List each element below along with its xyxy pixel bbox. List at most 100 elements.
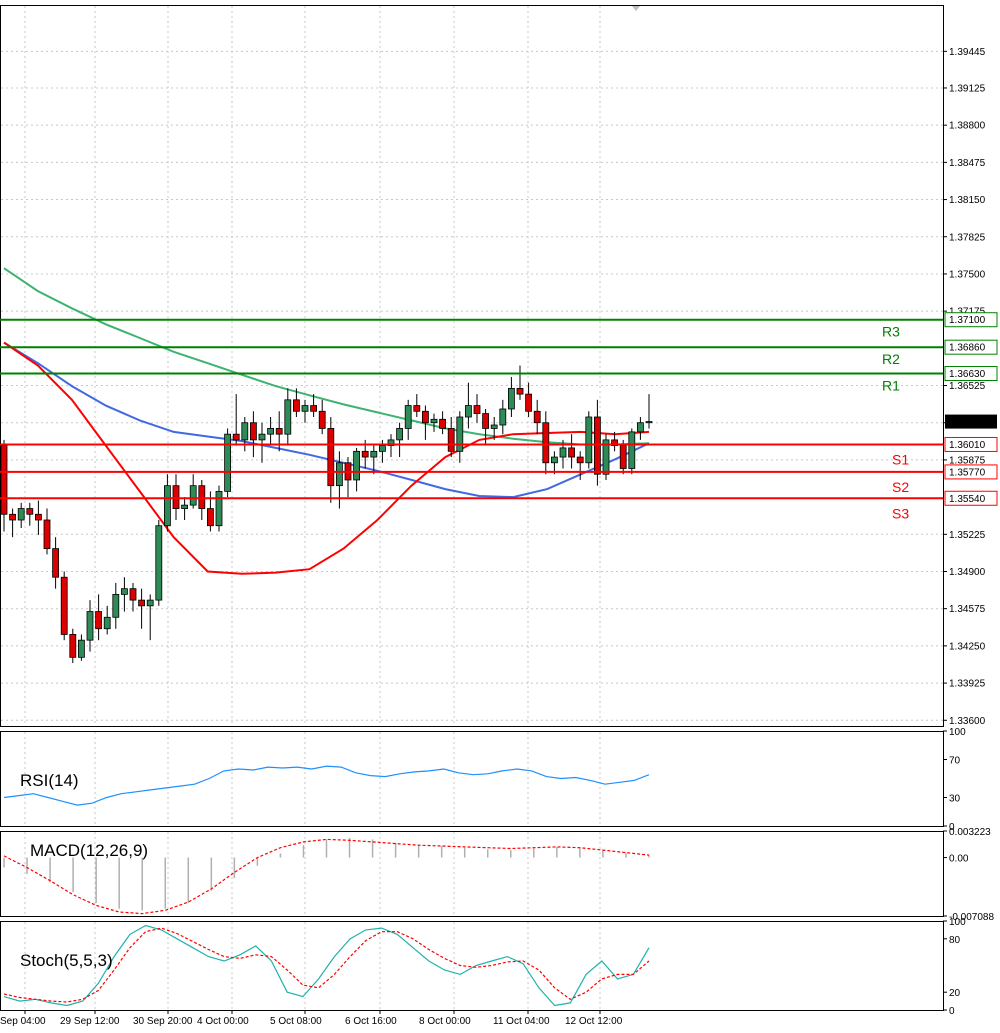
- candle-body-35: [301, 405, 309, 412]
- candle-body-46: [396, 428, 404, 441]
- candle-body-23: [198, 485, 206, 509]
- ma-blue-line: [3, 341, 650, 499]
- candle-body-65: [559, 447, 567, 458]
- macd-tick-label-1: 0.00: [949, 854, 969, 865]
- level-price-r1: 1.36630: [949, 369, 986, 380]
- candle-body-24: [206, 508, 214, 527]
- macd-signal-line: [3, 838, 650, 915]
- candle-body-74: [637, 422, 644, 433]
- price-tick-label-13: 1.34575: [949, 604, 986, 615]
- candle-body-51: [439, 418, 447, 429]
- x-tick-label-5: 6 Oct 16:00: [345, 1016, 397, 1027]
- candle-body-47: [404, 405, 412, 429]
- candle-body-27: [232, 433, 240, 441]
- candle-body-33: [284, 399, 292, 435]
- candle-body-38: [327, 428, 335, 487]
- candle-body-12: [103, 616, 111, 630]
- candle-body-17: [146, 599, 154, 607]
- price-tick-label-6: 1.37500: [949, 269, 986, 280]
- current-price-label: 1.36210: [949, 417, 986, 428]
- price-tick-label-14: 1.34250: [949, 641, 986, 652]
- candle-body-50: [430, 418, 438, 424]
- price-tick-label-8: 1.36525: [949, 381, 986, 392]
- level-name-r3: R3: [882, 324, 900, 340]
- candle-body-22: [189, 485, 197, 506]
- candle-body-29: [249, 422, 257, 441]
- candle-body-13: [112, 593, 120, 618]
- rsi-tick-label-1: 70: [949, 756, 961, 767]
- candle-body-56: [482, 413, 490, 429]
- candle-body-60: [516, 387, 524, 395]
- level-name-s1: S1: [892, 451, 909, 467]
- candle-body-34: [292, 399, 300, 412]
- candle-body-67: [576, 456, 584, 464]
- candle-body-18: [155, 525, 163, 601]
- candle-body-69: [594, 416, 601, 475]
- candle-body-62: [533, 410, 541, 424]
- level-box-r2: [944, 339, 998, 355]
- stoch-tick-label-3: 0: [949, 1006, 955, 1017]
- price-tick-label-12: 1.34900: [949, 567, 986, 578]
- stoch-tick-label-2: 20: [949, 988, 961, 999]
- ma-red-line: [3, 341, 650, 575]
- candle-body-39: [335, 462, 343, 487]
- candle-body-45: [387, 439, 395, 447]
- candle-body-59: [507, 387, 515, 410]
- price-tick-label-11: 1.35225: [949, 530, 986, 541]
- x-tick-label-0: Sep 04:00: [0, 1016, 46, 1027]
- level-name-s2: S2: [892, 479, 909, 495]
- candle-body-30: [258, 433, 266, 441]
- price-tick-label-15: 1.33925: [949, 679, 986, 690]
- price-tick-label-10: 1.35875: [949, 455, 986, 466]
- stoch-tick-label-1: 80: [949, 935, 961, 946]
- rsi-label: RSI(14): [20, 771, 79, 790]
- candle-body-42: [361, 450, 369, 458]
- candle-body-68: [585, 416, 593, 464]
- candle-body-5: [43, 519, 51, 550]
- level-name-r2: R2: [882, 351, 900, 367]
- candle-body-53: [456, 416, 464, 452]
- macd-tick-label-0: 0.003223: [949, 827, 991, 838]
- macd-label: MACD(12,26,9): [30, 841, 148, 860]
- level-price-s3: 1.35540: [949, 494, 986, 505]
- level-box-r3: [944, 312, 998, 328]
- candle-body-64: [551, 456, 558, 464]
- candle-body-1: [9, 513, 17, 521]
- candle-body-8: [69, 634, 77, 658]
- candle-body-54: [464, 405, 472, 418]
- candle-body-55: [473, 405, 481, 414]
- level-price-r2: 1.36860: [949, 343, 986, 354]
- candle-body-37: [318, 410, 326, 429]
- level-box-r1: [944, 366, 998, 382]
- x-tick-label-8: 12 Oct 12:00: [565, 1016, 623, 1027]
- macd-tick-label-2: -0.007088: [949, 912, 994, 923]
- stoch-tick-label-0: 100: [949, 917, 966, 928]
- x-tick-label-4: 5 Oct 08:00: [270, 1016, 322, 1027]
- rsi-line: [3, 765, 650, 806]
- candle-body-7: [60, 576, 68, 635]
- candle-body-72: [619, 445, 627, 469]
- panel-stoch: [0, 921, 944, 1011]
- candle-body-61: [525, 393, 532, 412]
- candle-body-75: [645, 421, 653, 424]
- candle-body-3: [26, 508, 34, 515]
- chart-shift-arrow-icon: [632, 6, 640, 11]
- candle-body-43: [370, 450, 378, 458]
- rsi-tick-label-2: 30: [949, 794, 961, 805]
- candle-body-15: [129, 588, 137, 601]
- candle-body-49: [421, 410, 429, 424]
- level-name-s3: S3: [892, 505, 909, 521]
- level-name-r1: R1: [882, 378, 900, 394]
- x-tick-label-6: 8 Oct 00:00: [419, 1016, 471, 1027]
- price-tick-label-16: 1.33600: [949, 716, 986, 727]
- level-box-s2: [944, 464, 998, 480]
- stoch-label: Stoch(5,5,3): [20, 951, 113, 970]
- level-box-s3: [944, 490, 998, 506]
- candle-body-66: [568, 447, 575, 458]
- candle-body-19: [163, 485, 171, 527]
- price-tick-label-0: 1.39445: [949, 47, 986, 58]
- candle-body-6: [52, 548, 59, 578]
- candle-body-16: [138, 599, 146, 607]
- candle-body-63: [542, 422, 550, 464]
